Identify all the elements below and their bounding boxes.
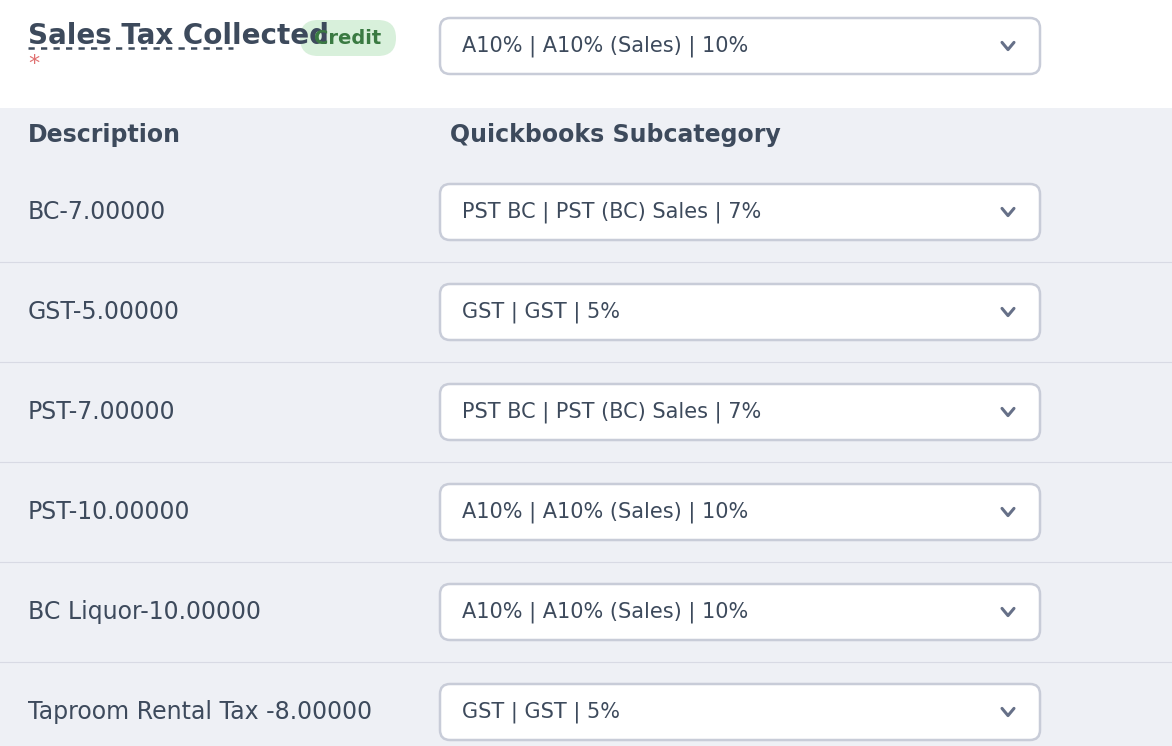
FancyBboxPatch shape (300, 20, 396, 56)
FancyBboxPatch shape (0, 662, 1172, 746)
Text: GST | GST | 5%: GST | GST | 5% (462, 701, 620, 723)
FancyBboxPatch shape (440, 184, 1040, 240)
FancyBboxPatch shape (0, 362, 1172, 462)
FancyBboxPatch shape (440, 484, 1040, 540)
Text: BC-7.00000: BC-7.00000 (28, 200, 166, 224)
FancyBboxPatch shape (0, 562, 1172, 662)
Text: Description: Description (28, 123, 180, 147)
Text: GST | GST | 5%: GST | GST | 5% (462, 301, 620, 323)
FancyBboxPatch shape (0, 108, 1172, 162)
FancyBboxPatch shape (0, 262, 1172, 362)
Text: GST-5.00000: GST-5.00000 (28, 300, 180, 324)
Text: PST BC | PST (BC) Sales | 7%: PST BC | PST (BC) Sales | 7% (462, 201, 762, 223)
Text: *: * (28, 54, 39, 74)
Text: Quickbooks Subcategory: Quickbooks Subcategory (450, 123, 781, 147)
Text: A10% | A10% (Sales) | 10%: A10% | A10% (Sales) | 10% (462, 601, 748, 623)
Text: A10% | A10% (Sales) | 10%: A10% | A10% (Sales) | 10% (462, 501, 748, 523)
Text: BC Liquor-10.00000: BC Liquor-10.00000 (28, 600, 261, 624)
FancyBboxPatch shape (440, 18, 1040, 74)
FancyBboxPatch shape (0, 162, 1172, 262)
Text: Credit: Credit (314, 28, 382, 48)
FancyBboxPatch shape (0, 462, 1172, 562)
Text: A10% | A10% (Sales) | 10%: A10% | A10% (Sales) | 10% (462, 35, 748, 57)
Text: PST-7.00000: PST-7.00000 (28, 400, 176, 424)
FancyBboxPatch shape (440, 684, 1040, 740)
Text: Taproom Rental Tax -8.00000: Taproom Rental Tax -8.00000 (28, 700, 373, 724)
FancyBboxPatch shape (440, 384, 1040, 440)
Text: PST BC | PST (BC) Sales | 7%: PST BC | PST (BC) Sales | 7% (462, 401, 762, 423)
FancyBboxPatch shape (440, 284, 1040, 340)
Text: PST-10.00000: PST-10.00000 (28, 500, 191, 524)
FancyBboxPatch shape (0, 0, 1172, 108)
FancyBboxPatch shape (440, 584, 1040, 640)
Text: Sales Tax Collected: Sales Tax Collected (28, 22, 329, 50)
